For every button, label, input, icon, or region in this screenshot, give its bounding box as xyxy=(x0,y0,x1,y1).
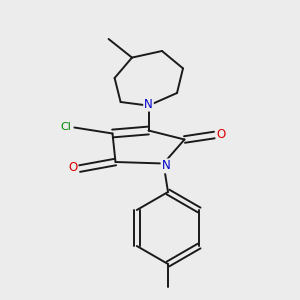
Text: N: N xyxy=(161,159,170,172)
Text: O: O xyxy=(217,128,226,142)
Text: Cl: Cl xyxy=(60,122,71,133)
Text: N: N xyxy=(144,98,153,111)
Text: O: O xyxy=(68,161,77,174)
